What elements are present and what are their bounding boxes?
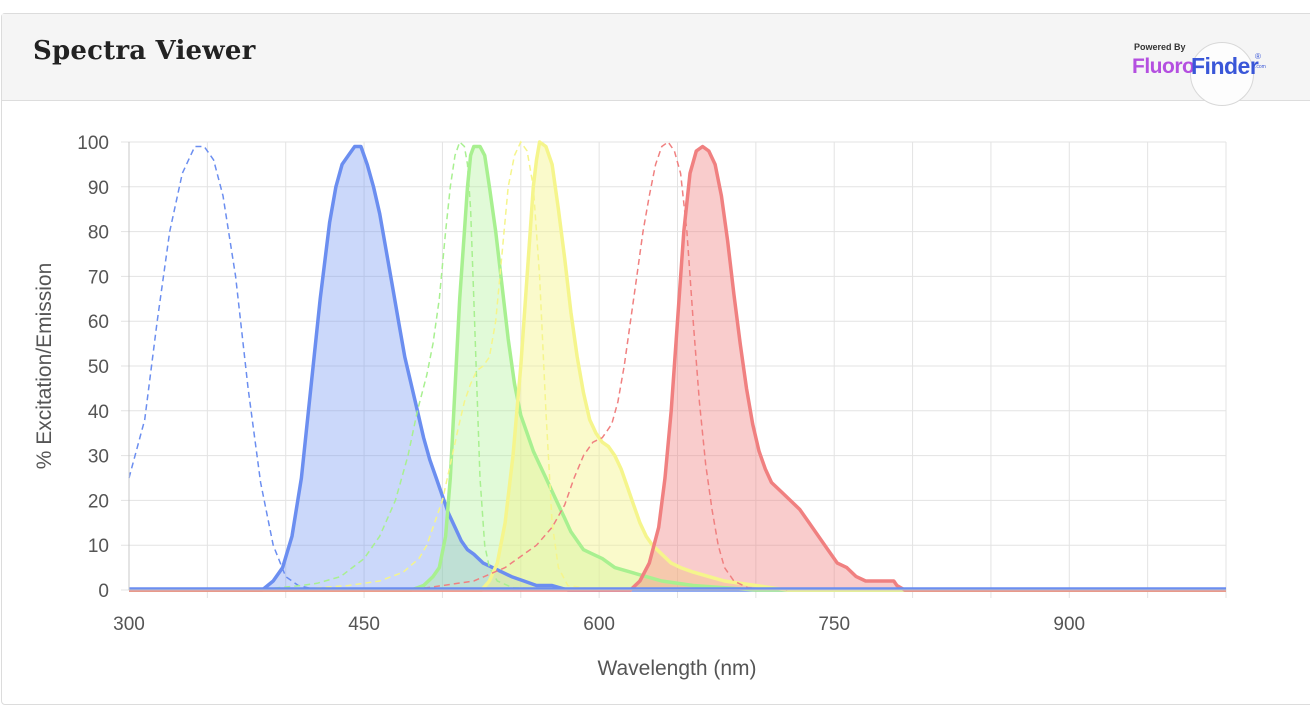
y-axis-title: % Excitation/Emission: [33, 263, 56, 470]
panel-title: Spectra Viewer: [33, 36, 256, 66]
x-tick-label: 450: [348, 614, 380, 635]
excitation-line-4: [285, 140, 600, 591]
powered-by-label: Powered By: [1134, 42, 1186, 52]
logo-com-text: .com: [1255, 64, 1266, 70]
x-tick-label: 750: [818, 614, 850, 635]
panel-header: Spectra Viewer Powered By Fluoro Finder …: [2, 14, 1310, 106]
x-tick-label: 600: [583, 614, 615, 635]
emission-line-3: [129, 144, 1226, 592]
y-tick-label: 40: [88, 402, 109, 423]
y-tick-label: 60: [88, 312, 109, 333]
emission-line-5: [129, 140, 1226, 592]
logo-circle: [1190, 42, 1254, 106]
logo-fluoro-text: Fluoro: [1132, 55, 1195, 78]
y-tick-label: 10: [88, 536, 109, 557]
y-tick-label: 70: [88, 267, 109, 288]
y-tick-label: 20: [88, 491, 109, 512]
y-tick-label: 0: [98, 581, 109, 602]
excitation-line-0: [128, 145, 1226, 591]
y-tick-label: 50: [88, 357, 109, 378]
y-tick-label: 30: [88, 447, 109, 468]
x-tick-label: 300: [113, 614, 145, 635]
y-tick-label: 100: [77, 133, 109, 154]
emission-area-7: [129, 146, 1226, 590]
spectra-chart: 0 10 20 30 40 50 60 70 80 90 100 300 450 600 750 900 Wa…: [33, 133, 1227, 680]
excitation-line-6: [364, 140, 788, 591]
emission-area-1: [129, 146, 1226, 590]
fluorofinder-logo[interactable]: Powered By Fluoro Finder ® .com: [1122, 28, 1272, 106]
emission-line-7: [129, 144, 1226, 592]
excitation-line-2: [254, 140, 600, 591]
y-tick-label: 80: [88, 223, 109, 244]
y-tick-label: 90: [88, 178, 109, 199]
logo-finder-text: Finder: [1191, 53, 1259, 79]
x-tick-label: 900: [1053, 614, 1085, 635]
x-axis-title: Wavelength (nm): [597, 657, 756, 680]
logo-registered-mark: ®: [1255, 52, 1261, 61]
